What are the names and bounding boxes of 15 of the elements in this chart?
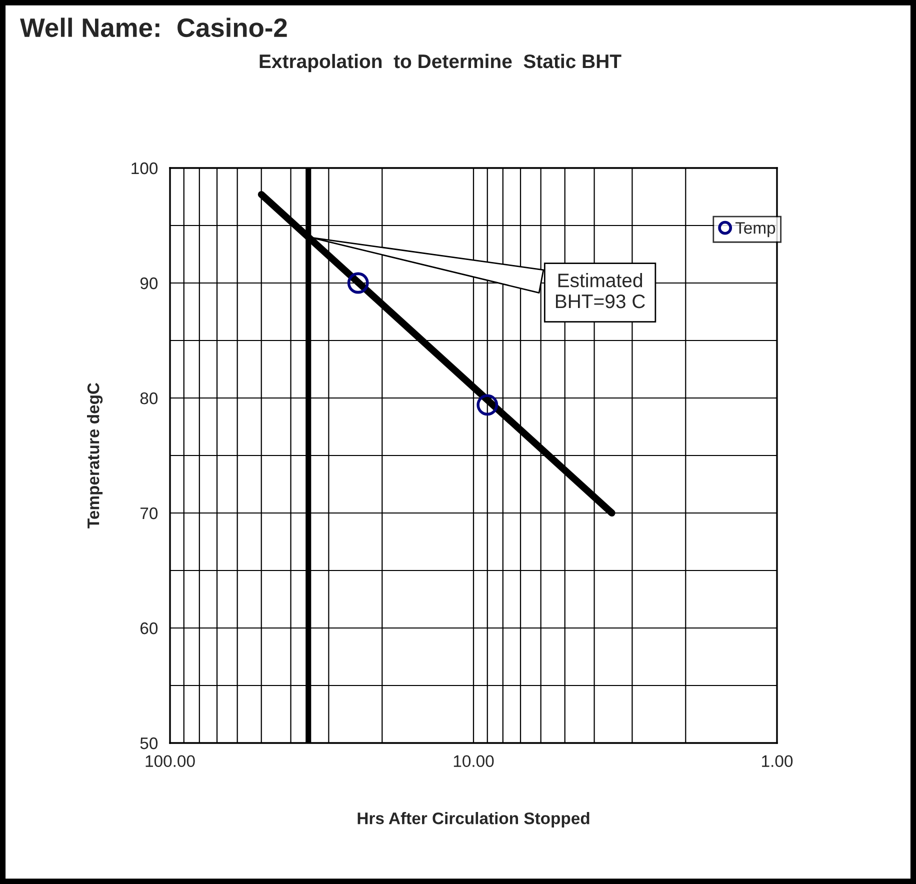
x-axis-title: Hrs After Circulation Stopped bbox=[358, 812, 590, 828]
y-tick-label: 90 bbox=[140, 277, 158, 290]
annotation: Estimated BHT=93 C bbox=[556, 273, 645, 308]
y-tick-label: 70 bbox=[140, 507, 158, 520]
chart-subtitle: Extrapolation to Determine Static BHT bbox=[260, 54, 622, 72]
y-tick-label: 100 bbox=[132, 162, 158, 174]
y-tick-label: 60 bbox=[140, 622, 158, 634]
x-tick-label: 1.00 bbox=[762, 755, 793, 768]
chart-title: Well Name: Casino-2 bbox=[20, 18, 287, 38]
legend-label: Temp bbox=[735, 222, 776, 238]
x-tick-label: 10.00 bbox=[454, 755, 494, 768]
y-axis-title: Temperature degC bbox=[87, 382, 103, 528]
y-tick-label: 80 bbox=[140, 392, 158, 404]
x-tick-label: 100.00 bbox=[146, 755, 195, 768]
y-tick-label: 50 bbox=[140, 737, 158, 750]
